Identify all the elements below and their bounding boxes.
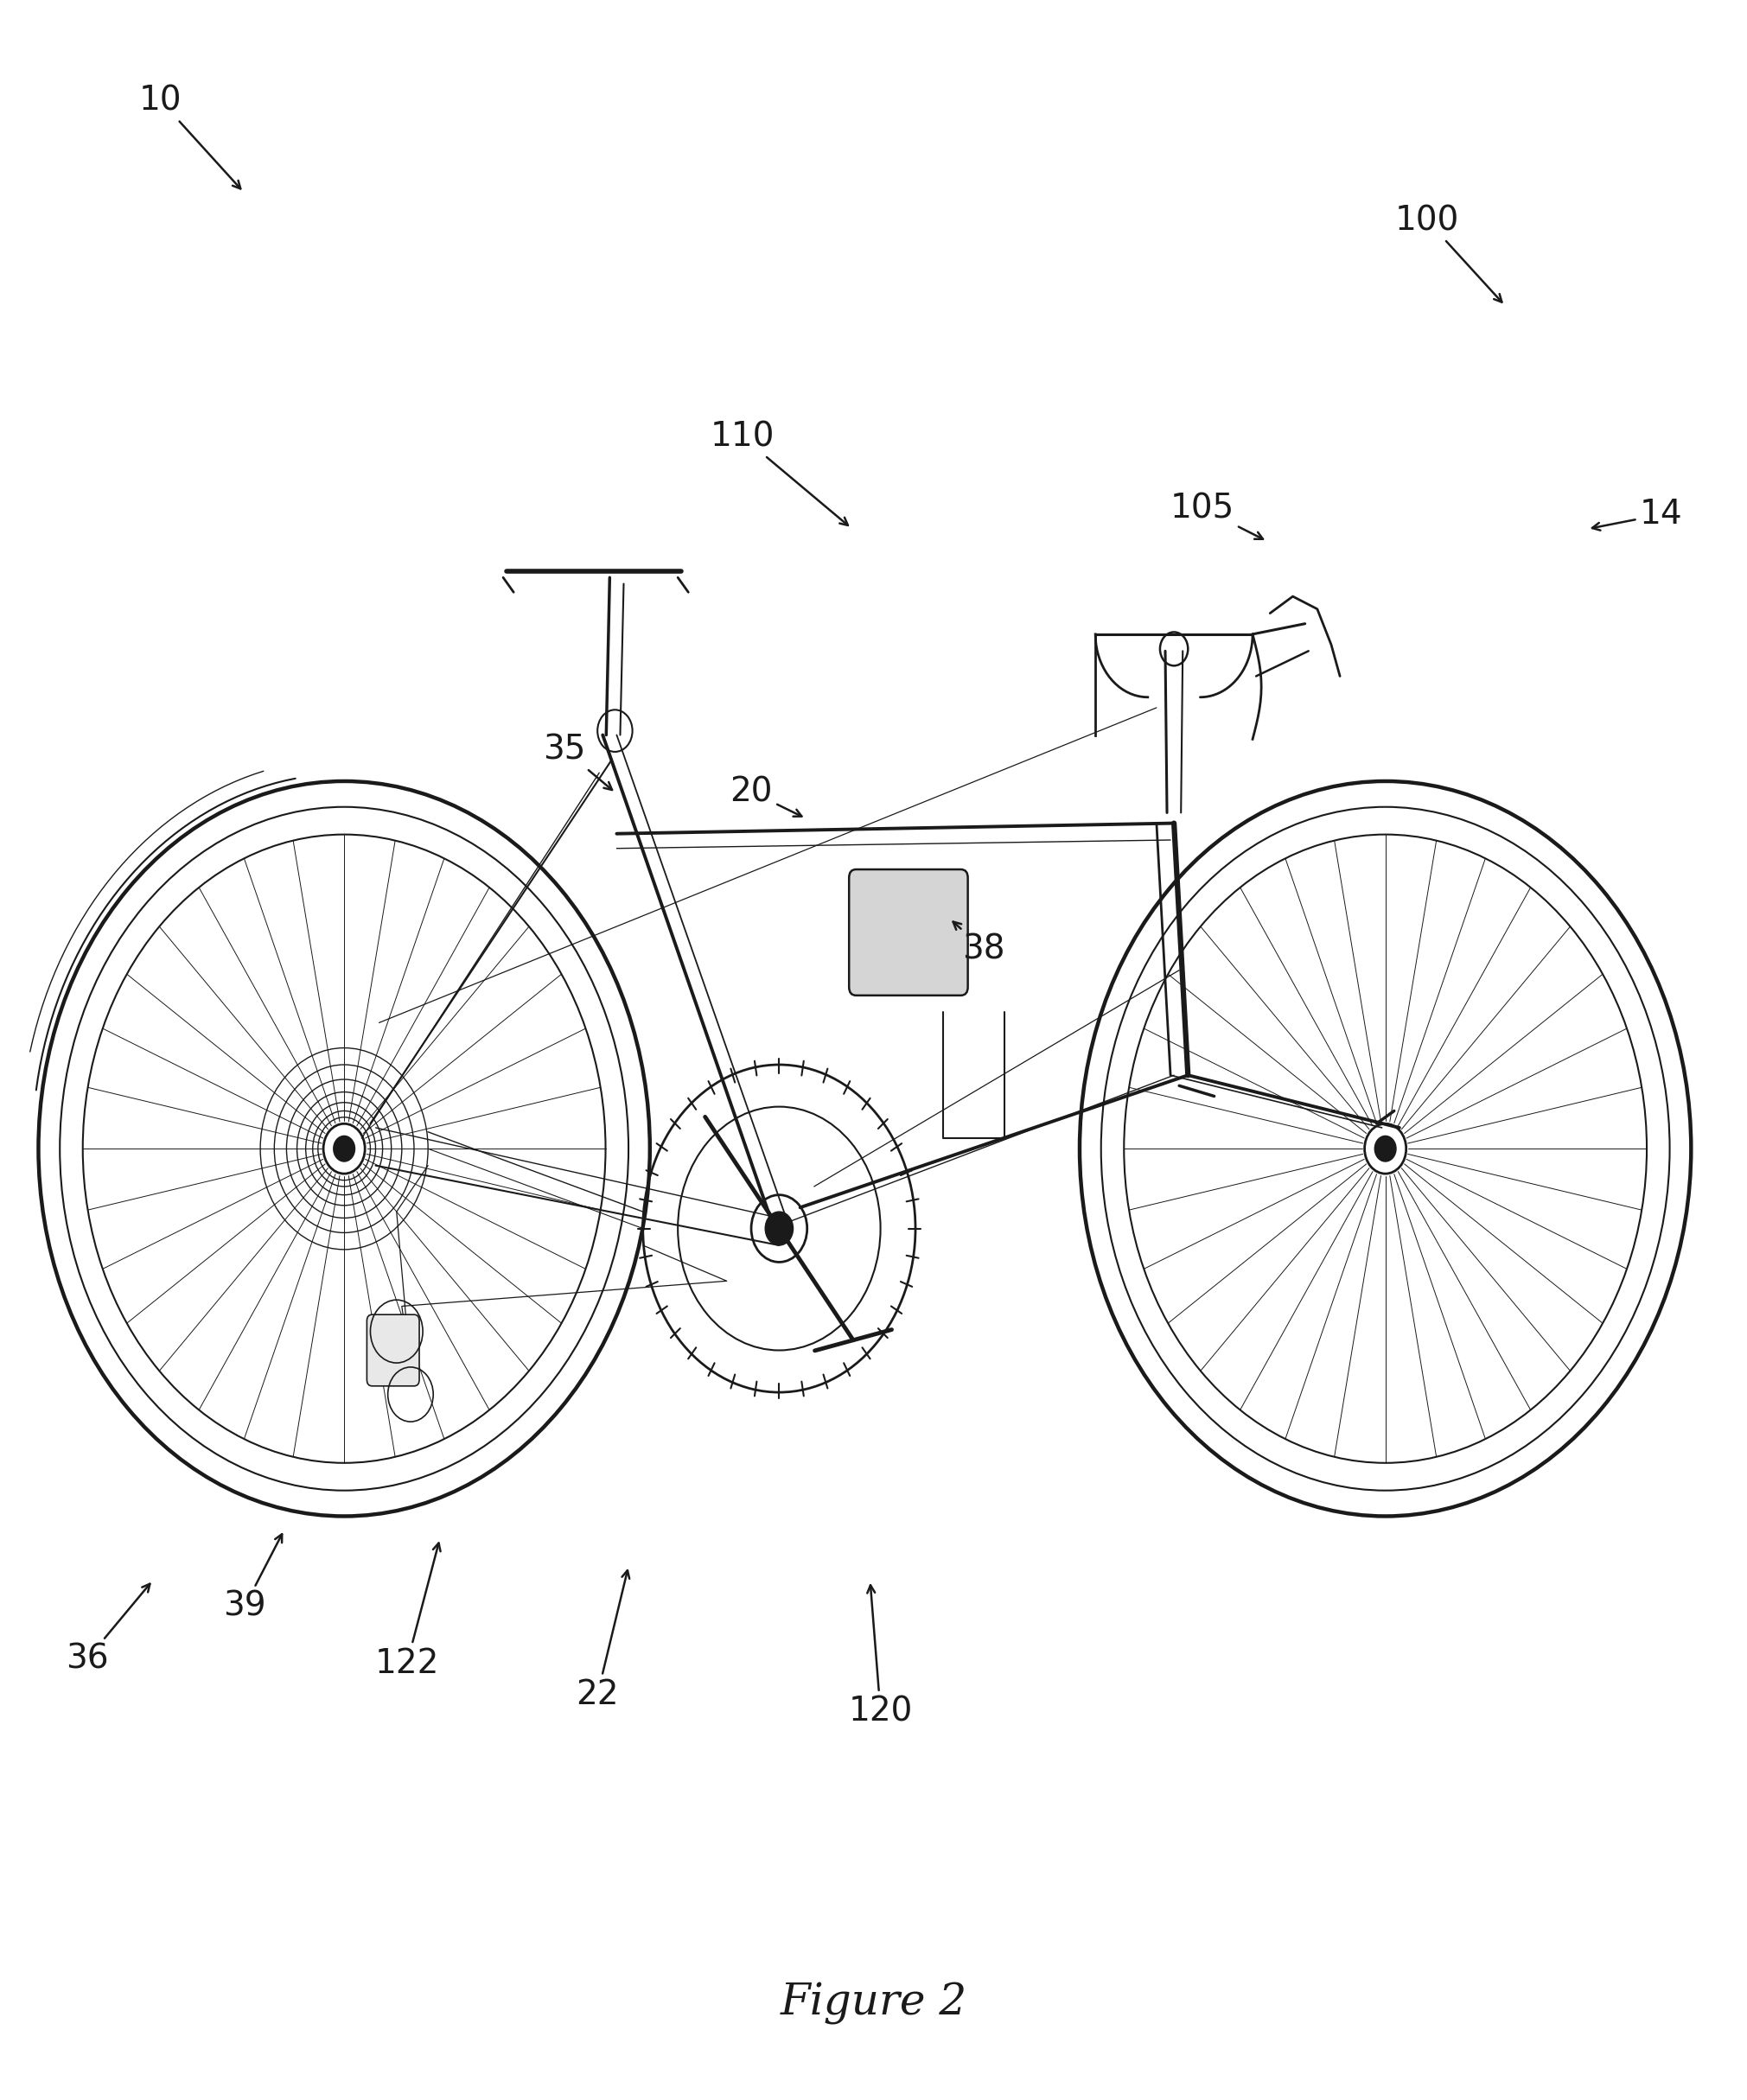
Text: 39: 39 — [224, 1535, 281, 1623]
Text: 122: 122 — [376, 1543, 440, 1680]
Text: 10: 10 — [140, 84, 241, 189]
Text: 105: 105 — [1170, 491, 1263, 540]
FancyBboxPatch shape — [849, 869, 968, 995]
Text: 22: 22 — [577, 1571, 629, 1712]
Text: 14: 14 — [1592, 498, 1682, 531]
Text: 100: 100 — [1396, 204, 1502, 302]
Text: 120: 120 — [849, 1586, 912, 1728]
Text: 38: 38 — [954, 922, 1005, 966]
Text: Figure 2: Figure 2 — [779, 1982, 968, 2024]
Text: 20: 20 — [730, 775, 802, 817]
Circle shape — [334, 1136, 355, 1161]
Circle shape — [765, 1212, 793, 1245]
Text: 110: 110 — [711, 420, 847, 525]
Text: 36: 36 — [66, 1583, 150, 1676]
Circle shape — [1375, 1136, 1396, 1161]
FancyBboxPatch shape — [367, 1315, 419, 1386]
Text: 35: 35 — [543, 733, 611, 790]
